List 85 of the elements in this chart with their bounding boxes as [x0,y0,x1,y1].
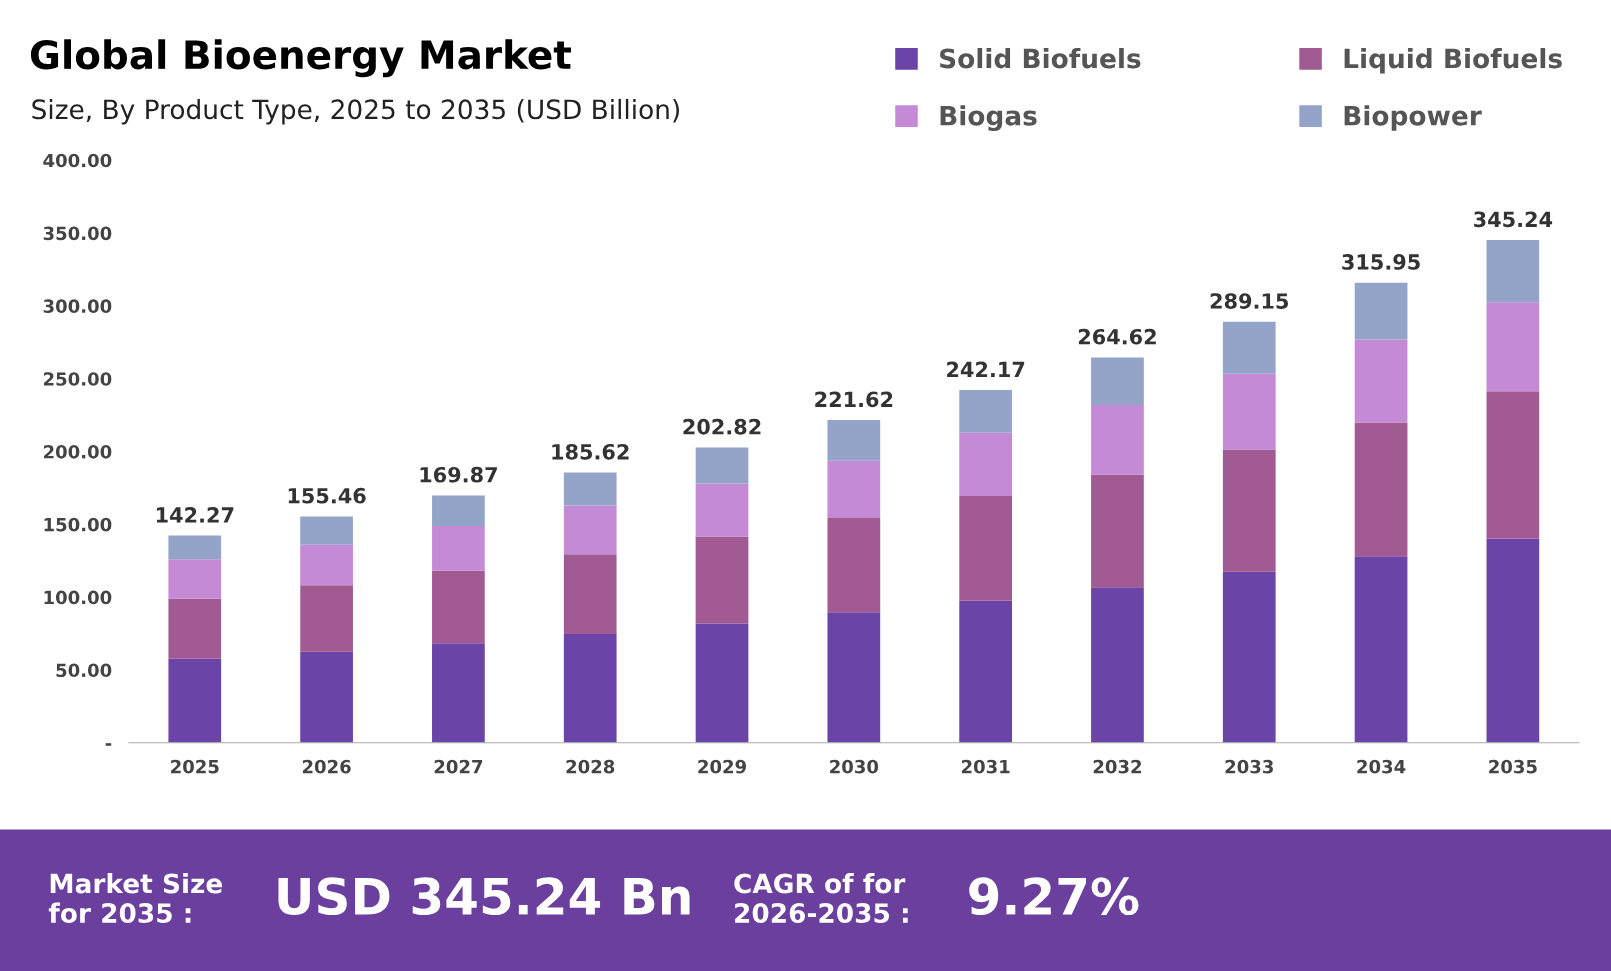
bar [695,447,749,484]
bar [1486,391,1540,539]
total-label: 155.46 [288,487,366,504]
y-tick-label: 100.00 [44,590,112,605]
bar [1354,422,1408,557]
bar [959,432,1012,497]
bar [827,612,881,743]
bar [300,516,353,545]
y-tick-label: 200.00 [43,444,112,459]
bar [1222,321,1276,374]
bar [432,570,485,644]
bar [1354,282,1408,340]
y-tick-label: 350.00 [43,226,112,241]
bar [1354,339,1408,423]
bar [1091,404,1144,475]
y-tick-label: 300.00 [43,299,112,313]
text: Market Size for 2035 : [48,873,222,924]
x-tick-label: 2035 [1489,759,1537,774]
total-label: 242.17 [947,361,1025,378]
bar [695,536,749,624]
bar [432,643,485,743]
bar [959,600,1012,743]
legend-label: Biogas [940,105,1037,131]
bar [563,505,617,555]
bar [1222,373,1276,450]
x-tick-label: 2029 [698,759,746,774]
bar [959,390,1012,433]
x-tick-label: 2033 [1225,759,1273,774]
bar [1222,571,1276,743]
bar [168,535,222,560]
y-tick-label: 50.00 [56,663,112,678]
bar [1091,474,1144,588]
total-label: 142.27 [156,507,234,523]
legend-label: Biopower [1344,105,1482,131]
bar [168,598,222,659]
bar [1486,538,1540,743]
bar [1091,357,1144,405]
total-label: 221.62 [815,391,893,408]
bar [432,526,485,571]
bar [827,420,881,461]
total-label: 289.15 [1210,293,1288,309]
bar [432,495,485,527]
legend-label: Solid Biofuels [940,48,1141,69]
text: CAGR of for 2026-2035 : [734,873,908,924]
text: USD 345.24 Bn [278,877,690,916]
total-label: 185.62 [552,443,629,460]
bar [1354,556,1408,743]
bar [827,460,881,518]
x-tick-label: 2030 [830,759,879,774]
bar [1222,449,1276,572]
bar [827,517,881,613]
y-tick-label: 250.00 [43,372,112,386]
bar [1486,239,1540,303]
x-tick-label: 2034 [1357,759,1406,774]
chart-subtitle: Size, By Product Type, 2025 to 2035 (USD Billion) [32,98,679,125]
chart-title: Global Bioenergy Market [30,39,571,78]
bar [1486,302,1540,392]
y-tick-label: 400.00 [43,153,112,168]
x-tick-label: 2032 [1093,759,1142,774]
y-tick-label: - [105,743,112,746]
bar [1091,587,1144,743]
x-tick-label: 2027 [434,759,483,774]
bar [563,634,617,743]
x-tick-label: 2028 [566,759,615,774]
bar [563,472,617,506]
y-tick-label: 150.00 [44,517,112,532]
text: 9.27% [969,877,1139,916]
total-label: 264.62 [1078,328,1156,345]
bar [695,623,749,743]
bar [695,483,749,537]
bar [300,544,353,586]
x-tick-label: 2026 [302,759,351,774]
total-label: 169.87 [420,466,497,483]
total-label: 315.95 [1342,254,1420,270]
total-label: 202.82 [683,418,761,435]
x-tick-label: 2031 [961,759,1010,774]
bar [300,651,353,743]
bar [168,559,222,599]
total-label: 345.24 [1474,211,1553,228]
x-tick-label: 2025 [171,759,219,774]
legend-label: Liquid Biofuels [1344,48,1562,74]
bar [300,585,353,652]
bar [563,554,617,635]
bar [168,658,222,743]
bar [959,496,1012,601]
